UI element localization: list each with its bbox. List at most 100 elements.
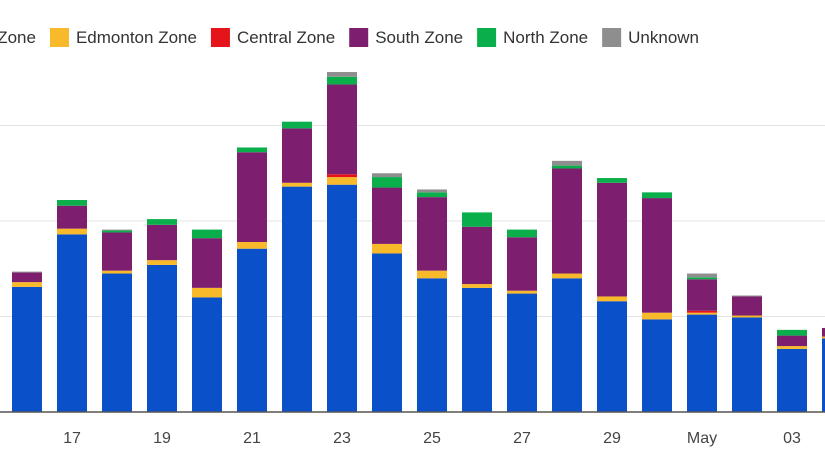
bar-segment bbox=[732, 317, 762, 412]
bar-segment bbox=[327, 84, 357, 175]
bar-segment bbox=[327, 184, 357, 412]
bar-segment bbox=[687, 277, 717, 280]
bar-segment bbox=[687, 314, 717, 412]
bar-segment bbox=[687, 273, 717, 278]
bar-segment bbox=[372, 243, 402, 254]
bar-segment bbox=[642, 312, 672, 320]
bar-segment bbox=[417, 270, 447, 279]
bar-segment bbox=[507, 237, 537, 291]
bar-segment bbox=[237, 147, 267, 153]
bar-segment bbox=[12, 286, 42, 412]
bar-segment bbox=[57, 205, 87, 229]
x-tick-label: 23 bbox=[333, 430, 351, 447]
bar-segment bbox=[102, 230, 132, 233]
bar-segment bbox=[597, 178, 627, 183]
legend-label: Edmonton Zone bbox=[76, 28, 197, 47]
bar-segment bbox=[462, 212, 492, 227]
bar-segment bbox=[282, 121, 312, 129]
x-tick-label: 21 bbox=[243, 430, 261, 447]
bar-segment bbox=[237, 242, 267, 249]
bar-segment bbox=[822, 338, 825, 412]
x-tick-label: 19 bbox=[153, 430, 171, 447]
bar-segment bbox=[597, 296, 627, 302]
bar-segment bbox=[687, 312, 717, 315]
bar-segment bbox=[507, 229, 537, 238]
bar-segment bbox=[12, 272, 42, 283]
bar-segment bbox=[822, 327, 825, 337]
bar-segment bbox=[102, 270, 132, 274]
x-tick-label: 03 bbox=[783, 430, 801, 447]
legend-swatch bbox=[477, 28, 497, 47]
bar-segment bbox=[327, 177, 357, 185]
bar-segment bbox=[372, 177, 402, 188]
legend-label: South Zone bbox=[375, 28, 463, 47]
bar-segment bbox=[777, 335, 807, 347]
bar-segment bbox=[192, 297, 222, 412]
bar-segment bbox=[732, 315, 762, 318]
x-tick-label: 29 bbox=[603, 430, 621, 447]
bar-segment bbox=[822, 336, 825, 339]
bar-segment bbox=[372, 253, 402, 412]
x-tick-label: 25 bbox=[423, 430, 441, 447]
bar-segment bbox=[642, 198, 672, 313]
bar-segment bbox=[687, 310, 717, 313]
bar-segment bbox=[192, 229, 222, 239]
bar-segment bbox=[57, 199, 87, 206]
bar-segment bbox=[147, 260, 177, 265]
x-tick-label: 27 bbox=[513, 430, 531, 447]
legend-label: y Zone bbox=[0, 28, 36, 47]
bar-segment bbox=[417, 189, 447, 193]
bar-segment bbox=[372, 173, 402, 178]
bar-segment bbox=[372, 187, 402, 244]
bar-segment bbox=[777, 348, 807, 412]
bar-segment bbox=[12, 282, 42, 287]
bar-segment bbox=[462, 287, 492, 412]
bar-segment bbox=[327, 72, 357, 77]
bar-segment bbox=[102, 229, 132, 231]
legend-swatch bbox=[210, 28, 230, 47]
bar-segment bbox=[552, 278, 582, 412]
bar-segment bbox=[687, 279, 717, 311]
bar-segment bbox=[597, 182, 627, 297]
bar-segment bbox=[282, 186, 312, 412]
bar-segment bbox=[552, 165, 582, 169]
bar-segment bbox=[102, 273, 132, 412]
bar-segment bbox=[732, 296, 762, 316]
legend: y Zone Edmonton Zone Central Zone South Zon… bbox=[0, 28, 699, 47]
bars bbox=[12, 72, 825, 412]
bar-segment bbox=[642, 192, 672, 199]
bar-segment bbox=[417, 278, 447, 412]
bar-segment bbox=[552, 160, 582, 166]
bar-segment bbox=[597, 301, 627, 412]
x-tick-labels: 17 19 21 23 25 27 29 May 03 bbox=[63, 430, 801, 447]
bar-segment bbox=[417, 197, 447, 271]
legend-swatch bbox=[602, 28, 622, 47]
legend-swatch bbox=[349, 28, 369, 47]
bar-segment bbox=[327, 174, 357, 178]
bar-segment bbox=[327, 76, 357, 85]
legend-label: Central Zone bbox=[237, 28, 335, 47]
legend-swatch bbox=[49, 28, 69, 47]
bar-segment bbox=[417, 192, 447, 198]
legend-label: Unknown bbox=[628, 28, 699, 47]
x-tick-label: 17 bbox=[63, 430, 81, 447]
bar-segment bbox=[732, 295, 762, 297]
bar-segment bbox=[237, 248, 267, 412]
bar-segment bbox=[552, 273, 582, 279]
bar-segment bbox=[12, 271, 42, 273]
bar-segment bbox=[147, 264, 177, 412]
bar-segment bbox=[552, 168, 582, 274]
bar-segment bbox=[777, 329, 807, 336]
bar-segment bbox=[147, 219, 177, 225]
bar-segment bbox=[462, 226, 492, 285]
bar-segment bbox=[147, 224, 177, 261]
bar-segment bbox=[282, 182, 312, 187]
x-tick-label: May bbox=[687, 430, 717, 447]
bar-segment bbox=[57, 228, 87, 235]
bar-segment bbox=[642, 319, 672, 412]
bar-segment bbox=[507, 293, 537, 412]
bar-segment bbox=[777, 346, 807, 349]
bar-segment bbox=[192, 287, 222, 298]
bar-segment bbox=[192, 238, 222, 288]
bar-segment bbox=[507, 290, 537, 294]
